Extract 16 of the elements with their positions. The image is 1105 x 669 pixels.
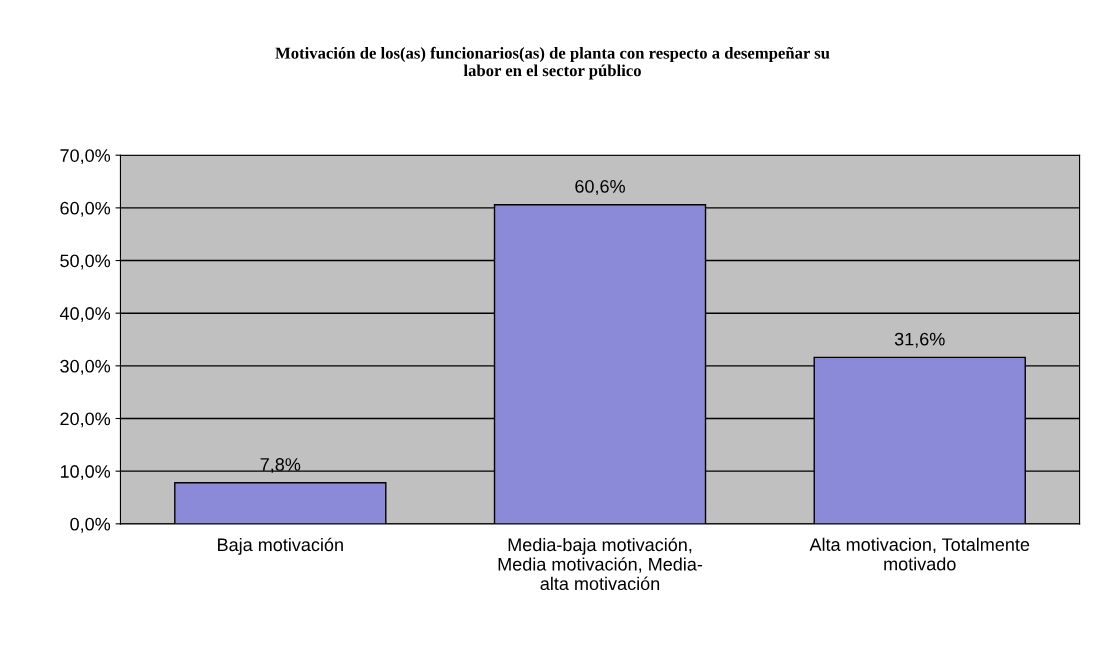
- x-tick-label: Alta motivacion, Totalmente motivado: [809, 537, 1030, 571]
- data-label: 31,6%: [894, 332, 945, 348]
- x-tick-label: Baja motivación: [218, 537, 343, 555]
- y-tick-label: 30,0%: [60, 359, 111, 375]
- data-label: 7,8%: [260, 458, 301, 473]
- y-tick-label: 0,0%: [70, 517, 111, 533]
- y-tick-label: 40,0%: [59, 307, 111, 323]
- bar: [174, 482, 387, 524]
- x-tick-label: Media-baja motivación, Media motivación, Media- alta motivación: [498, 537, 703, 591]
- y-tick-label: 60,0%: [60, 201, 111, 217]
- y-tick-label: 50,0%: [60, 254, 111, 270]
- y-tick-label: 20,0%: [60, 412, 111, 428]
- data-label: 60,6%: [575, 180, 625, 195]
- y-tick-label: 10,0%: [60, 465, 111, 481]
- y-tick-label: 70,0%: [60, 149, 111, 165]
- chart-title: Motivación de los(as) funcionarios(as) de planta con respecto a desempeñar su labor en el sector público: [275, 46, 830, 80]
